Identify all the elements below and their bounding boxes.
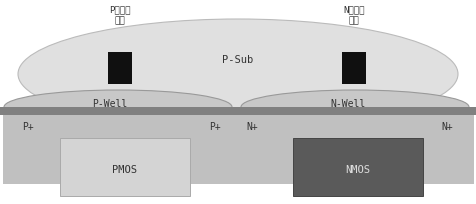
Text: NMOS: NMOS [345, 164, 370, 174]
FancyBboxPatch shape [60, 138, 189, 196]
Ellipse shape [240, 91, 468, 124]
Text: N+: N+ [246, 121, 258, 131]
Ellipse shape [18, 20, 457, 129]
Polygon shape [65, 115, 121, 133]
Polygon shape [277, 115, 332, 133]
FancyBboxPatch shape [108, 53, 132, 85]
Text: P管正向
偏压: P管正向 偏压 [109, 5, 130, 26]
Text: P+: P+ [208, 121, 220, 131]
FancyBboxPatch shape [0, 108, 476, 115]
Text: N管正向
偏压: N管正向 偏压 [343, 5, 364, 26]
Text: N+: N+ [440, 121, 452, 131]
FancyBboxPatch shape [341, 53, 365, 85]
Text: P+: P+ [22, 121, 34, 131]
FancyBboxPatch shape [3, 115, 252, 184]
Polygon shape [149, 115, 206, 133]
FancyBboxPatch shape [224, 115, 473, 184]
Text: N-Well: N-Well [330, 99, 365, 109]
Text: P-Well: P-Well [92, 99, 128, 109]
Ellipse shape [4, 91, 231, 124]
Text: P-Sub: P-Sub [222, 55, 253, 65]
Polygon shape [361, 115, 417, 133]
FancyBboxPatch shape [292, 138, 422, 196]
Text: PMOS: PMOS [112, 164, 137, 174]
